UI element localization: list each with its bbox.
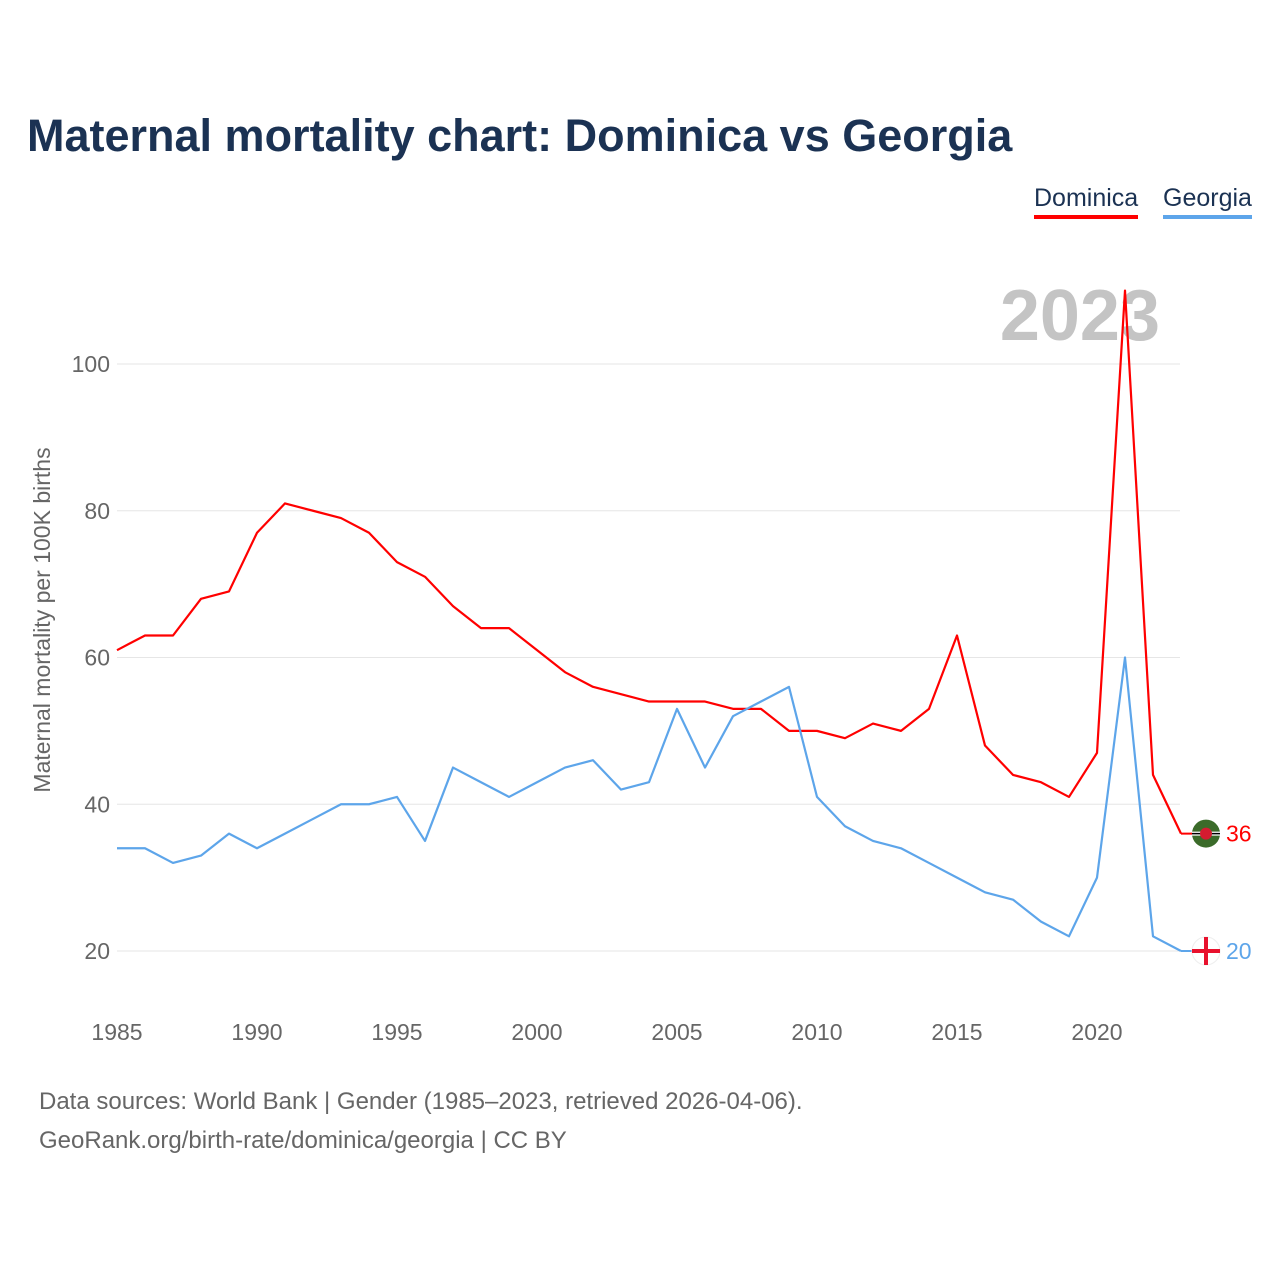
page-title: Maternal mortality chart: Dominica vs Ge… [27, 110, 1013, 161]
source-link[interactable]: GeoRank.org/birth-rate/dominica/georgia … [39, 1127, 567, 1154]
y-tick-label: 40 [84, 791, 110, 817]
source-note: Data sources: World Bank | Gender (1985–… [39, 1088, 803, 1115]
x-tick-label: 1995 [371, 1019, 422, 1045]
x-tick-label: 2005 [651, 1019, 702, 1045]
end-value-label: 20 [1226, 938, 1252, 964]
series-line-georgia [117, 656, 1182, 952]
flag-cross [1192, 949, 1220, 953]
x-tick-label: 1985 [91, 1019, 142, 1045]
y-tick-label: 60 [84, 645, 110, 671]
year-watermark: 2023 [1000, 276, 1160, 356]
x-tick-label: 1990 [231, 1019, 282, 1045]
x-tick-label: 2015 [931, 1019, 982, 1045]
y-tick-label: 100 [72, 351, 110, 377]
y-tick-label: 80 [84, 498, 110, 524]
x-tick-label: 2020 [1071, 1019, 1122, 1045]
flag-disc [1200, 827, 1212, 840]
x-tick-label: 2010 [791, 1019, 842, 1045]
y-tick-label: 20 [84, 938, 110, 964]
end-value-label: 36 [1226, 821, 1252, 847]
y-axis-label: Maternal mortality per 100K births [29, 447, 55, 792]
series-line-dominica [116, 289, 1182, 835]
x-tick-label: 2000 [511, 1019, 562, 1045]
legend-item-georgia[interactable]: Georgia [1163, 184, 1252, 219]
legend-item-dominica[interactable]: Dominica [1034, 184, 1139, 219]
